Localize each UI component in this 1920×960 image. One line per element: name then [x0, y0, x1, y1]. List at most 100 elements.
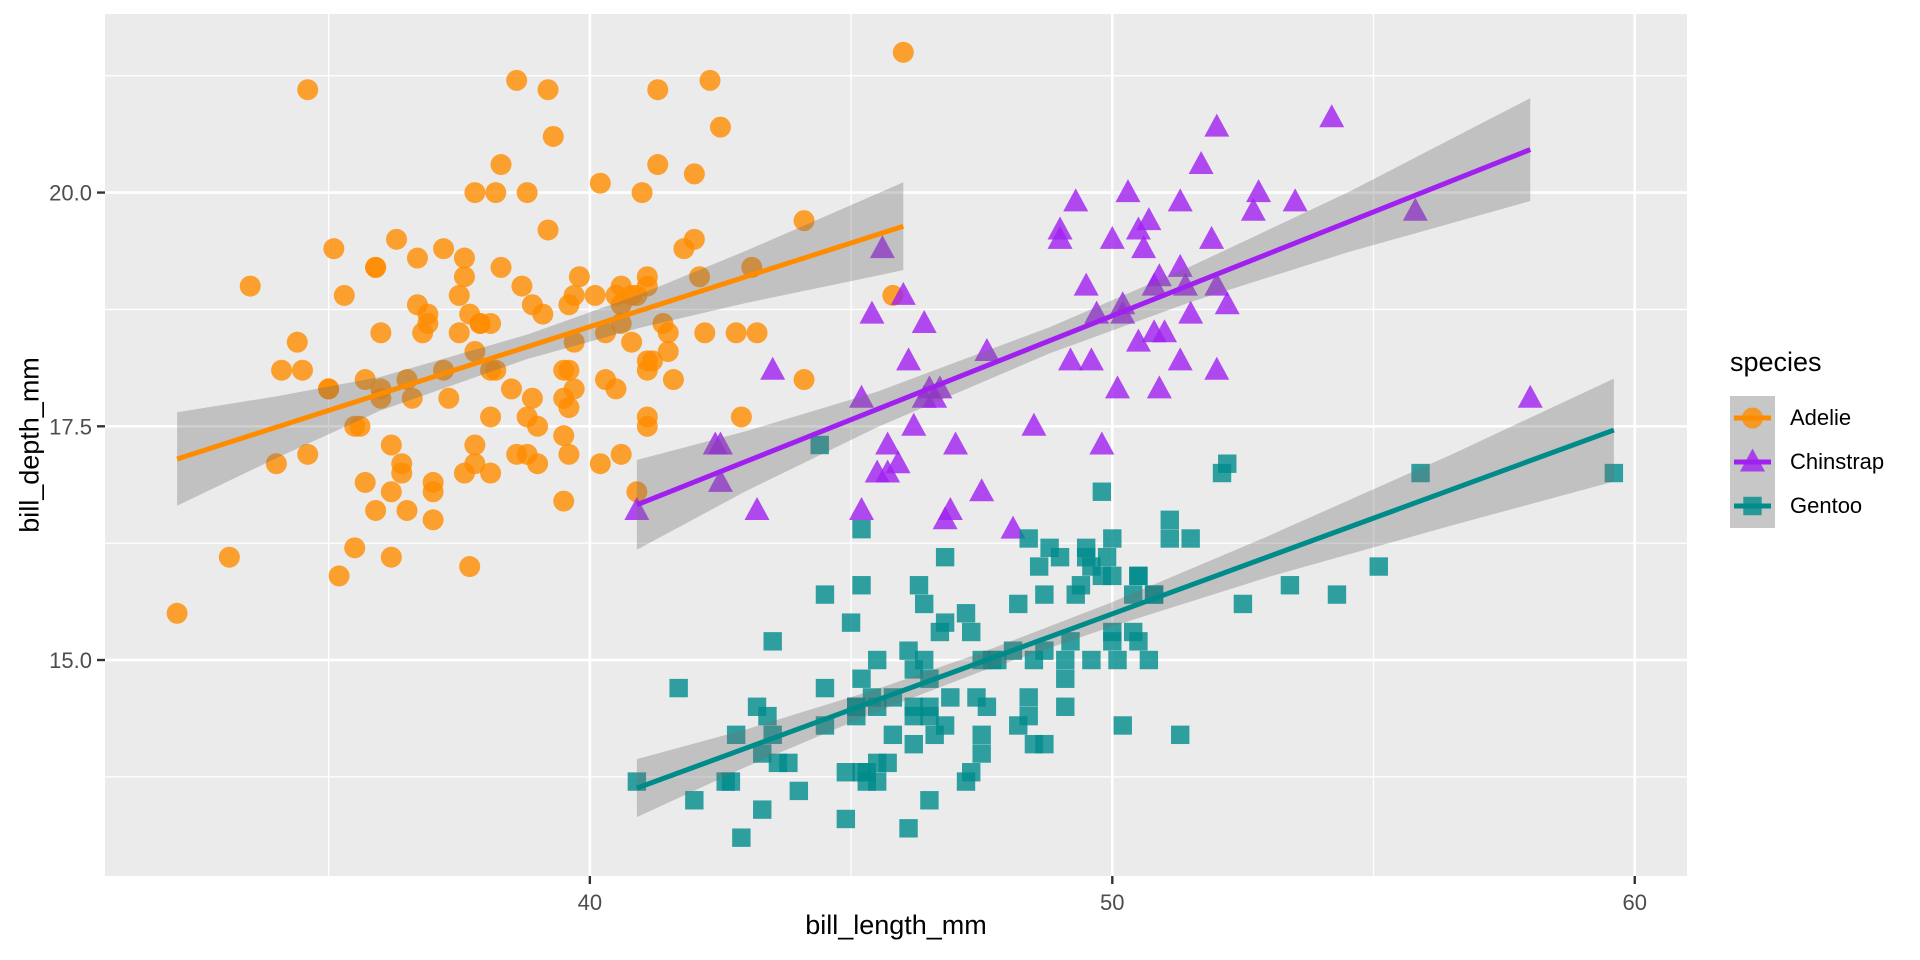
point-adelie: [521, 387, 543, 409]
point-gentoo: [1129, 566, 1148, 586]
legend-key-marker: [1742, 407, 1763, 429]
point-gentoo: [852, 519, 871, 539]
point-gentoo: [753, 800, 772, 819]
point-gentoo: [920, 791, 939, 810]
y-tick-label: 20.0: [49, 181, 92, 206]
point-adelie: [647, 79, 669, 101]
point-gentoo: [967, 688, 986, 707]
x-tick-label: 50: [1100, 890, 1124, 915]
point-gentoo: [1056, 697, 1075, 716]
point-chinstrap: [1240, 197, 1266, 221]
point-adelie: [459, 556, 481, 578]
point-adelie: [386, 228, 408, 250]
point-adelie: [438, 387, 460, 409]
point-adelie: [605, 378, 627, 400]
x-tick-label: 60: [1623, 890, 1647, 915]
point-adelie: [568, 266, 590, 288]
point-gentoo: [1171, 725, 1190, 745]
point-gentoo: [1113, 716, 1132, 735]
point-adelie: [553, 490, 575, 512]
point-adelie: [453, 247, 475, 269]
point-gentoo: [972, 725, 991, 745]
point-gentoo: [1103, 529, 1122, 548]
point-chinstrap: [1089, 431, 1115, 455]
y-axis-title: bill_depth_mm: [14, 357, 45, 533]
point-chinstrap: [1319, 104, 1345, 128]
point-adelie: [892, 41, 914, 63]
point-gentoo: [1092, 482, 1112, 501]
point-adelie: [297, 443, 319, 465]
point-adelie: [699, 69, 721, 91]
point-adelie: [662, 369, 684, 391]
point-adelie: [511, 275, 533, 297]
point-gentoo: [1369, 557, 1388, 576]
legend-keys: Adelie Chinstrap Gentoo: [1730, 396, 1884, 528]
point-adelie: [286, 331, 308, 353]
point-chinstrap: [1167, 347, 1193, 371]
y-tick-label: 15.0: [49, 648, 92, 673]
point-gentoo: [904, 706, 923, 726]
legend-label-chinstrap: Chinstrap: [1790, 449, 1885, 474]
point-chinstrap: [1204, 356, 1230, 380]
point-chinstrap: [1167, 188, 1193, 212]
point-gentoo: [1233, 594, 1253, 614]
point-chinstrap: [1246, 179, 1272, 203]
point-gentoo: [1280, 576, 1300, 595]
point-adelie: [558, 397, 580, 419]
point-gentoo: [935, 547, 955, 567]
trend-line-gentoo: [636, 427, 1615, 791]
point-adelie: [265, 453, 287, 475]
point-adelie: [323, 238, 345, 260]
point-chinstrap: [896, 347, 922, 371]
point-gentoo: [1108, 650, 1127, 670]
point-adelie: [563, 378, 585, 400]
point-gentoo: [1160, 510, 1179, 529]
point-gentoo: [1604, 463, 1624, 483]
point-chinstrap: [974, 338, 1000, 362]
point-chinstrap: [911, 384, 937, 408]
chinstrap-marker-icon: [1734, 448, 1771, 472]
point-gentoo: [1123, 585, 1143, 604]
point-chinstrap: [869, 235, 895, 259]
point-adelie: [417, 303, 439, 325]
point-gentoo: [763, 632, 782, 651]
point-gentoo: [1035, 585, 1054, 604]
point-adelie: [271, 359, 293, 381]
point-adelie: [610, 443, 632, 465]
legend-label-gentoo: Gentoo: [1790, 493, 1863, 518]
point-gentoo: [1103, 622, 1122, 642]
point-adelie: [506, 443, 528, 465]
point-adelie: [333, 284, 355, 306]
point-adelie: [689, 266, 711, 288]
point-chinstrap: [1146, 375, 1172, 399]
point-adelie: [318, 378, 340, 400]
point-gentoo: [1076, 547, 1096, 567]
y-tick-label: 17.5: [49, 414, 92, 439]
point-chinstrap: [932, 506, 958, 530]
point-gentoo: [753, 744, 772, 763]
x-tick-label: 40: [578, 890, 602, 915]
point-adelie: [631, 182, 653, 204]
point-chinstrap: [901, 412, 927, 436]
point-gentoo: [1160, 529, 1179, 548]
point-adelie: [621, 331, 643, 353]
point-adelie: [521, 294, 543, 316]
point-chinstrap: [707, 431, 733, 455]
point-gentoo: [836, 763, 856, 782]
point-gentoo: [1056, 669, 1075, 688]
point-gentoo: [1139, 650, 1159, 670]
point-adelie: [354, 369, 376, 391]
point-chinstrap: [890, 281, 916, 305]
point-adelie: [506, 69, 528, 91]
point-gentoo: [1019, 529, 1038, 548]
point-gentoo: [1181, 529, 1200, 548]
point-adelie: [239, 275, 261, 297]
point-adelie: [380, 481, 402, 503]
point-gentoo: [904, 734, 923, 754]
point-chinstrap: [1178, 300, 1204, 324]
point-adelie: [563, 331, 585, 353]
point-adelie: [626, 481, 648, 503]
point-chinstrap: [875, 459, 901, 483]
point-adelie: [422, 481, 444, 503]
